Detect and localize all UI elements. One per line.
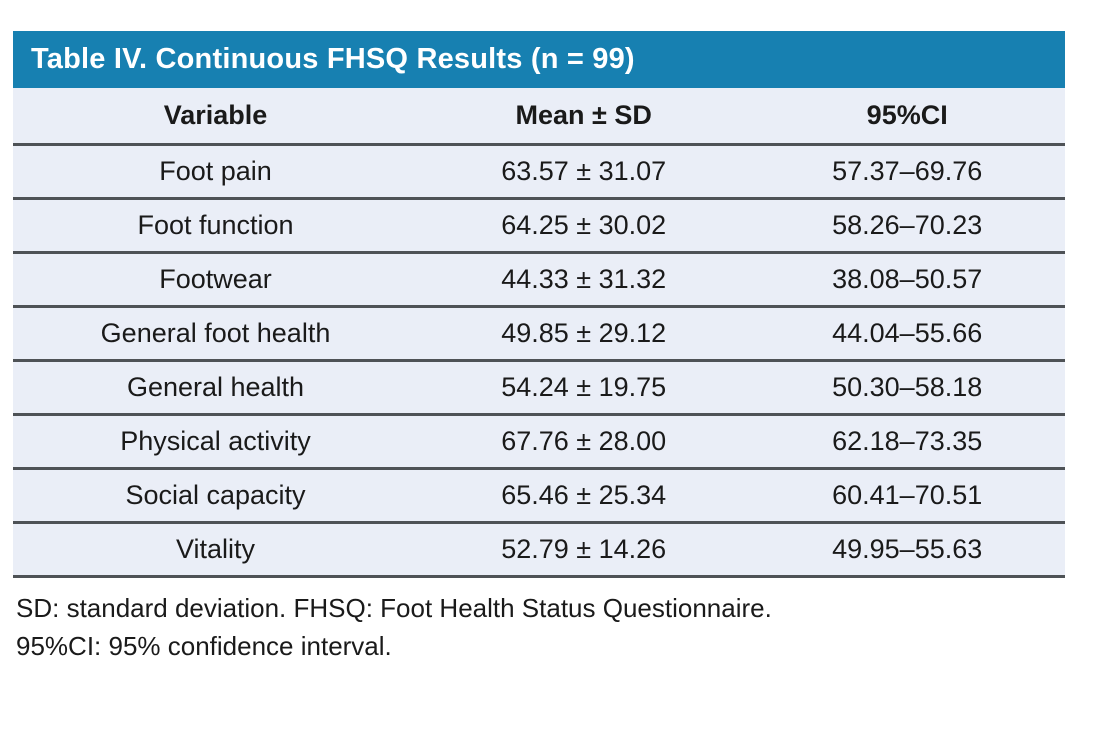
ci-cell: 49.95–55.63	[749, 522, 1065, 578]
table-title-bar: Table IV. Continuous FHSQ Results (n = 9…	[13, 31, 1065, 88]
footnote-line: SD: standard deviation. FHSQ: Foot Healt…	[16, 592, 772, 623]
variable-cell: General foot health	[13, 306, 419, 362]
table-footnotes: SD: standard deviation. FHSQ: Foot Healt…	[13, 589, 1065, 665]
variable-cell: Physical activity	[13, 414, 419, 470]
column-header-mean-sd: Mean ± SD	[418, 88, 750, 146]
variable-cell: Foot pain	[13, 144, 419, 200]
footnote-line: 95%CI: 95% confidence interval.	[16, 630, 392, 661]
ci-cell: 58.26–70.23	[749, 198, 1065, 254]
mean-sd-cell: 63.57 ± 31.07	[418, 144, 750, 200]
table-row: Foot function 64.25 ± 30.02 58.26–70.23	[13, 198, 1065, 254]
table-row: Social capacity 65.46 ± 25.34 60.41–70.5…	[13, 468, 1065, 524]
mean-sd-cell: 64.25 ± 30.02	[418, 198, 750, 254]
ci-cell: 50.30–58.18	[749, 360, 1065, 416]
column-header-variable: Variable	[13, 88, 419, 146]
variable-cell: Foot function	[13, 198, 419, 254]
fhsq-data-table: Variable Mean ± SD 95%CI Foot pain 63.57…	[13, 88, 1065, 578]
column-header-row: Variable Mean ± SD 95%CI	[13, 88, 1065, 146]
mean-sd-cell: 52.79 ± 14.26	[418, 522, 750, 578]
table-row: Footwear 44.33 ± 31.32 38.08–50.57	[13, 252, 1065, 308]
mean-sd-cell: 54.24 ± 19.75	[418, 360, 750, 416]
table-title: Table IV. Continuous FHSQ Results (n = 9…	[31, 43, 635, 75]
mean-sd-cell: 67.76 ± 28.00	[418, 414, 750, 470]
variable-cell: Vitality	[13, 522, 419, 578]
ci-cell: 62.18–73.35	[749, 414, 1065, 470]
variable-cell: Social capacity	[13, 468, 419, 524]
variable-cell: Footwear	[13, 252, 419, 308]
table-row: General foot health 49.85 ± 29.12 44.04–…	[13, 306, 1065, 362]
ci-cell: 57.37–69.76	[749, 144, 1065, 200]
ci-cell: 38.08–50.57	[749, 252, 1065, 308]
ci-cell: 44.04–55.66	[749, 306, 1065, 362]
column-header-95ci: 95%CI	[749, 88, 1065, 146]
table-row: Physical activity 67.76 ± 28.00 62.18–73…	[13, 414, 1065, 470]
variable-cell: General health	[13, 360, 419, 416]
table-row: General health 54.24 ± 19.75 50.30–58.18	[13, 360, 1065, 416]
table-row: Foot pain 63.57 ± 31.07 57.37–69.76	[13, 144, 1065, 200]
mean-sd-cell: 49.85 ± 29.12	[418, 306, 750, 362]
ci-cell: 60.41–70.51	[749, 468, 1065, 524]
fhsq-results-table: Table IV. Continuous FHSQ Results (n = 9…	[13, 31, 1065, 665]
table-row: Vitality 52.79 ± 14.26 49.95–55.63	[13, 522, 1065, 578]
mean-sd-cell: 65.46 ± 25.34	[418, 468, 750, 524]
mean-sd-cell: 44.33 ± 31.32	[418, 252, 750, 308]
